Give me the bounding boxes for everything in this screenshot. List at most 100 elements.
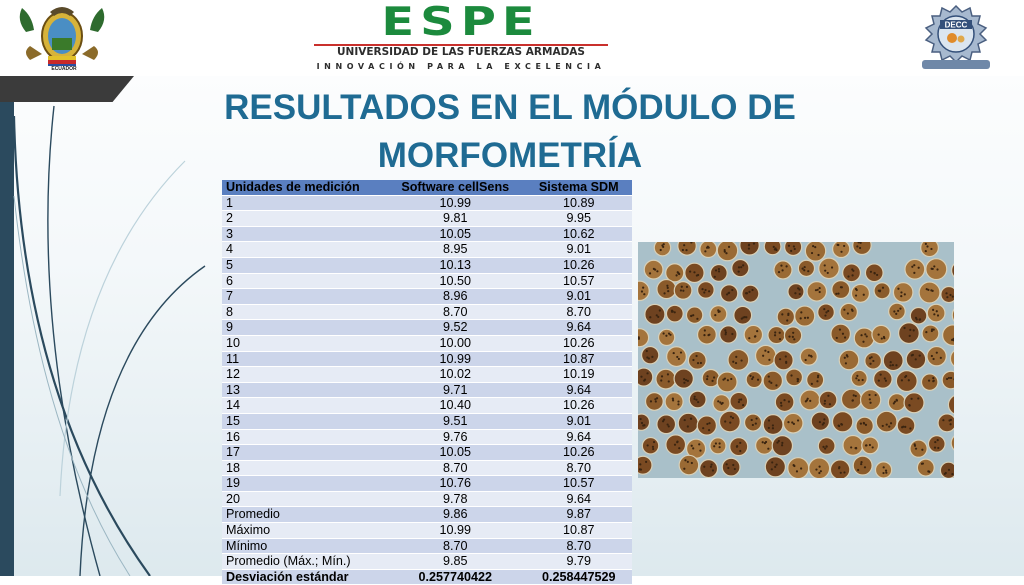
pollen-grain <box>657 415 676 434</box>
pollen-grain-dot <box>904 293 906 295</box>
pollen-grain-dot <box>726 463 728 465</box>
pollen-grain-dot <box>707 334 709 336</box>
pollen-grain-dot <box>865 424 867 426</box>
pollen-grain-dot <box>712 469 714 471</box>
pollen-grain <box>722 458 740 476</box>
pollen-grain <box>919 282 940 303</box>
pollen-grain-dot <box>798 288 800 290</box>
table-cell-unit: Máximo <box>222 523 385 539</box>
pollen-grain-dot <box>699 449 701 451</box>
pollen-grain-dot <box>855 294 857 296</box>
pollen-grain-dot <box>855 395 857 397</box>
pollen-grain-dot <box>698 443 700 445</box>
table-cell-unit: 4 <box>222 242 385 258</box>
pollen-grain-dot <box>661 375 663 377</box>
pollen-grain-dot <box>772 424 774 426</box>
pollen-grain <box>943 325 954 346</box>
pollen-grain-dot <box>781 444 783 446</box>
pollen-grain <box>905 259 925 279</box>
pollen-grain-dot <box>644 378 646 380</box>
pollen-grain-dot <box>829 403 831 405</box>
pollen-grain-dot <box>740 398 742 400</box>
pollen-grain-dot <box>934 441 936 443</box>
pollen-grain-dot <box>683 382 685 384</box>
pollen-grain-dot <box>649 272 651 274</box>
pollen-grain-dot <box>730 378 732 380</box>
pollen-grain <box>897 417 915 435</box>
pollen-grain-dot <box>889 364 891 366</box>
pollen-grain <box>744 325 762 343</box>
pollen-grain-dot <box>652 446 654 448</box>
pollen-grain-dot <box>706 375 708 377</box>
pollen-grain <box>952 305 954 325</box>
pollen-grain-dot <box>876 274 878 276</box>
pollen-grain-dot <box>814 246 816 248</box>
pollen-grain-dot <box>650 400 652 402</box>
pollen-grain-dot <box>945 292 947 294</box>
table-cell-unit: 7 <box>222 289 385 305</box>
table-cell-sdm: 10.57 <box>525 273 632 289</box>
pollen-grain <box>638 368 653 386</box>
pollen-grain <box>832 281 850 299</box>
pollen-grain-dot <box>748 337 750 339</box>
pollen-grain <box>698 325 717 344</box>
column-header-cellsens: Software cellSens <box>385 180 525 195</box>
pollen-microscope-image <box>638 242 954 478</box>
pollen-grain-dot <box>742 264 744 266</box>
pollen-grain-dot <box>855 288 857 290</box>
table-cell-cellsens: 10.99 <box>385 351 525 367</box>
pollen-grain-dot <box>936 268 938 270</box>
pollen-grain-dot <box>933 265 935 267</box>
pollen-grain-dot <box>781 269 783 271</box>
table-cell-sdm: 10.89 <box>525 195 632 211</box>
pollen-grain-dot <box>909 427 911 429</box>
pollen-grain-dot <box>872 446 874 448</box>
pollen-grain-dot <box>774 247 776 249</box>
table-cell-cellsens: 10.00 <box>385 335 525 351</box>
pollen-grains-photo <box>638 242 954 478</box>
table-cell-sdm: 10.62 <box>525 226 632 242</box>
pollen-grain-dot <box>706 247 708 249</box>
table-cell-cellsens: 10.99 <box>385 195 525 211</box>
table-cell-cellsens: 8.70 <box>385 460 525 476</box>
pollen-grain-dot <box>855 447 857 449</box>
decorative-swoosh-lines <box>0 76 230 576</box>
pollen-grain-dot <box>748 247 750 249</box>
pollen-grain <box>638 414 650 430</box>
pollen-grain <box>888 394 905 411</box>
pollen-grain <box>874 370 892 388</box>
pollen-grain-dot <box>926 245 928 247</box>
pollen-grain-dot <box>695 355 697 357</box>
pollen-grain-dot <box>922 462 924 464</box>
pollen-grain-dot <box>845 362 847 364</box>
pollen-grain-dot <box>792 332 794 334</box>
pollen-grain-dot <box>794 248 796 250</box>
pollen-grain-dot <box>870 356 872 358</box>
table-cell-cellsens: 8.70 <box>385 304 525 320</box>
pollen-grain <box>874 283 890 299</box>
pollen-grain-dot <box>919 354 921 356</box>
pollen-grain-dot <box>817 376 819 378</box>
table-cell-unit: 6 <box>222 273 385 289</box>
table-cell-cellsens: 9.52 <box>385 320 525 336</box>
pollen-grain <box>679 455 699 475</box>
pollen-grain-dot <box>715 442 717 444</box>
pollen-grain-dot <box>772 427 774 429</box>
pollen-grain-dot <box>869 363 871 365</box>
pollen-grain-dot <box>659 309 661 311</box>
pollen-grain-dot <box>888 426 890 428</box>
table-cell-cellsens: 10.76 <box>385 476 525 492</box>
pollen-grain-dot <box>675 274 677 276</box>
pollen-grain-dot <box>819 466 821 468</box>
pollen-grain-dot <box>681 286 683 288</box>
pollen-grain-dot <box>868 394 870 396</box>
pollen-grain <box>784 327 801 344</box>
pollen-grain-dot <box>856 375 858 377</box>
pollen-grain-dot <box>857 469 859 471</box>
pollen-grain-dot <box>682 290 684 292</box>
